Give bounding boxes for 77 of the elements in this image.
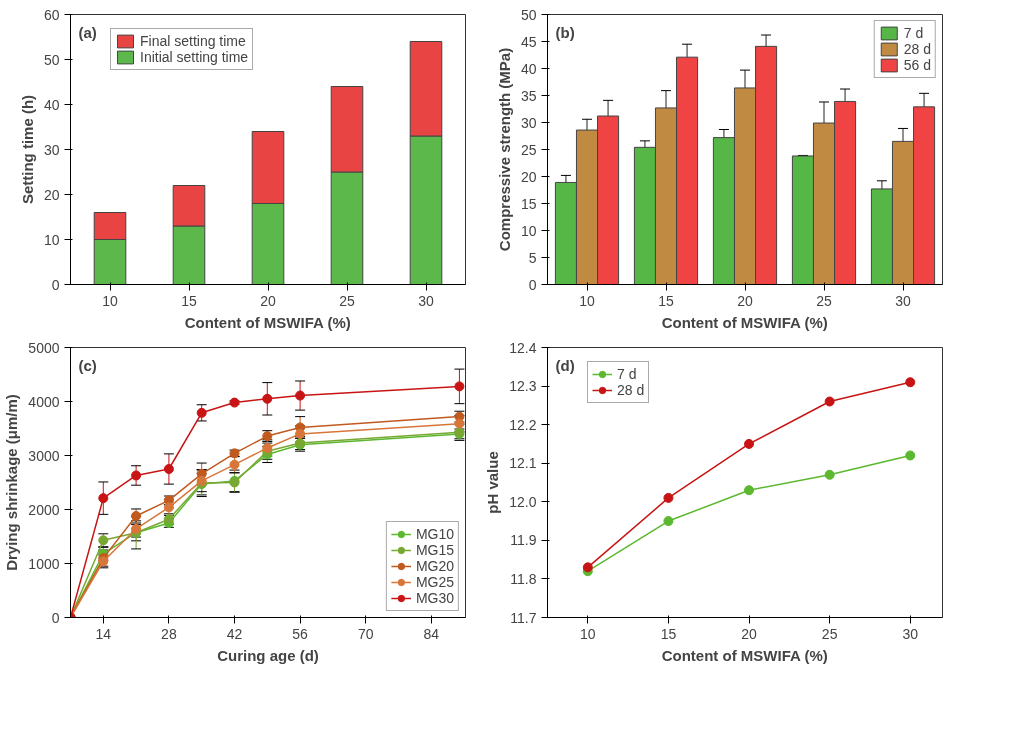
y-tick-label: 4000 bbox=[28, 393, 60, 410]
y-tick-label: 30 bbox=[520, 114, 537, 131]
x-axis-title: Content of MSWIFA (%) bbox=[661, 313, 828, 331]
y-tick-label: 2000 bbox=[28, 501, 60, 518]
x-tick-label: 25 bbox=[339, 292, 355, 309]
y-tick-label: 0 bbox=[528, 276, 537, 293]
legend-label: 28 d bbox=[903, 41, 931, 57]
x-tick-label: 10 bbox=[579, 292, 595, 309]
y-tick-label: 40 bbox=[43, 96, 60, 113]
x-tick-label: 15 bbox=[658, 292, 674, 309]
legend-label: 28 d bbox=[617, 382, 645, 398]
y-axis-title: pH value bbox=[484, 451, 502, 514]
y-tick-label: 3000 bbox=[28, 447, 60, 464]
y-tick-label: 40 bbox=[520, 60, 537, 77]
x-tick-label: 42 bbox=[226, 625, 243, 642]
y-tick-label: 1000 bbox=[28, 555, 60, 572]
y-tick-label: 30 bbox=[43, 141, 60, 158]
x-tick-label: 20 bbox=[741, 625, 758, 642]
y-tick-label: 20 bbox=[43, 186, 60, 203]
annotation: (b) bbox=[555, 23, 575, 41]
y-tick-label: 25 bbox=[520, 141, 537, 158]
y-tick-label: 0 bbox=[51, 609, 60, 626]
y-tick-label: 11.7 bbox=[510, 609, 537, 626]
legend-label: 7 d bbox=[903, 25, 924, 41]
y-tick-label: 5 bbox=[528, 249, 537, 266]
x-axis-title: Curing age (d) bbox=[217, 646, 319, 664]
y-tick-label: 50 bbox=[520, 6, 537, 23]
x-tick-label: 15 bbox=[660, 625, 677, 642]
y-tick-label: 50 bbox=[43, 51, 60, 68]
x-tick-label: 14 bbox=[95, 625, 112, 642]
y-axis-title: Setting time (h) bbox=[18, 94, 36, 205]
x-tick-label: 84 bbox=[423, 625, 440, 642]
x-tick-label: 10 bbox=[102, 292, 118, 309]
x-axis-title: Content of MSWIFA (%) bbox=[661, 646, 828, 664]
x-tick-label: 28 bbox=[161, 625, 177, 642]
y-tick-label: 45 bbox=[520, 33, 537, 50]
x-tick-label: 15 bbox=[181, 292, 197, 309]
x-tick-label: 70 bbox=[357, 625, 374, 642]
y-axis-title: Compressive strength (MPa) bbox=[495, 47, 513, 252]
y-axis-title: Drying shrinkage (μm/m) bbox=[3, 394, 21, 571]
y-tick-label: 11.8 bbox=[510, 570, 537, 587]
y-tick-label: 0 bbox=[51, 276, 60, 293]
legend-label: MG10 bbox=[415, 526, 454, 542]
x-tick-label: 30 bbox=[895, 292, 911, 309]
y-tick-label: 12.1 bbox=[509, 455, 537, 472]
y-tick-label: 12.4 bbox=[509, 339, 537, 356]
legend-label: MG25 bbox=[415, 574, 454, 590]
legend-label: Initial setting time bbox=[140, 49, 249, 65]
legend-label: 56 d bbox=[903, 57, 931, 73]
x-tick-label: 20 bbox=[737, 292, 753, 309]
y-tick-label: 15 bbox=[520, 195, 537, 212]
annotation: (a) bbox=[78, 23, 97, 41]
y-tick-label: 20 bbox=[520, 168, 537, 185]
y-tick-label: 35 bbox=[520, 87, 537, 104]
y-tick-label: 60 bbox=[43, 6, 60, 23]
y-tick-label: 12.2 bbox=[509, 416, 537, 433]
y-tick-label: 10 bbox=[520, 222, 537, 239]
x-tick-label: 25 bbox=[821, 625, 838, 642]
legend-label: 7 d bbox=[617, 366, 637, 382]
x-tick-label: 10 bbox=[580, 625, 596, 642]
annotation: (c) bbox=[78, 356, 97, 374]
legend-label: MG30 bbox=[415, 590, 454, 606]
legend-label: Final setting time bbox=[140, 33, 246, 49]
x-axis-title: Content of MSWIFA (%) bbox=[184, 313, 351, 331]
y-tick-label: 11.9 bbox=[510, 532, 537, 549]
legend-label: MG15 bbox=[415, 542, 454, 558]
annotation: (d) bbox=[555, 356, 575, 374]
x-tick-label: 25 bbox=[816, 292, 832, 309]
y-tick-label: 5000 bbox=[28, 339, 60, 356]
y-tick-label: 12.3 bbox=[509, 378, 537, 395]
x-tick-label: 20 bbox=[260, 292, 276, 309]
x-tick-label: 56 bbox=[292, 625, 309, 642]
legend-label: MG20 bbox=[415, 558, 454, 574]
x-tick-label: 30 bbox=[418, 292, 434, 309]
y-tick-label: 12.0 bbox=[509, 493, 537, 510]
x-tick-label: 30 bbox=[902, 625, 919, 642]
y-tick-label: 10 bbox=[43, 231, 60, 248]
